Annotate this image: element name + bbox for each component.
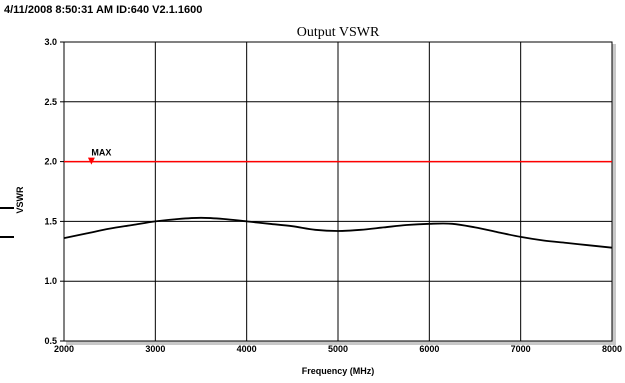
x-axis-label: Frequency (MHz): [302, 366, 375, 376]
header-timestamp-id: 4/11/2008 8:50:31 AM ID:640 V2.1.1600: [4, 4, 203, 16]
chart-title: Output VSWR: [297, 25, 380, 40]
tick-labels: 2000 3000 4000 5000 6000 7000 8000 0.5 1.0 1.5 2.0…: [44, 37, 622, 354]
max-annotation-label: MAX: [91, 148, 111, 158]
x-tick-label: 2000: [54, 344, 74, 354]
annotations: MAX: [87, 148, 111, 165]
y-tick-label: 3.0: [44, 37, 57, 47]
y-tick-label: 1.0: [44, 276, 57, 286]
y-tick-label: 2.0: [44, 157, 57, 167]
y-tick-label: 2.5: [44, 97, 57, 107]
vswr-series-line: [63, 216, 613, 249]
y-tick-label: 1.5: [44, 216, 57, 226]
series-layer: [63, 160, 613, 249]
max-marker-triangle: [87, 157, 95, 165]
x-tick-label: 3000: [145, 344, 165, 354]
x-tick-label: 4000: [237, 344, 257, 354]
y-axis-label: VSWR: [15, 186, 25, 214]
x-tick-label: 6000: [419, 344, 439, 354]
x-tick-label: 8000: [602, 344, 622, 354]
x-tick-label: 7000: [511, 344, 531, 354]
y-tick-label: 0.5: [44, 336, 57, 346]
x-tick-label: 5000: [328, 344, 348, 354]
